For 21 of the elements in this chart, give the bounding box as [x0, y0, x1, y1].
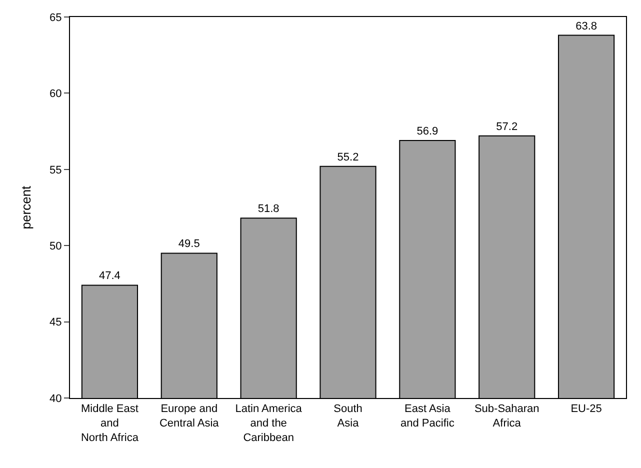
data-label: 63.8 — [576, 20, 597, 32]
data-label: 47.4 — [99, 270, 120, 282]
x-tick-label: EU-25 — [570, 403, 602, 416]
x-tick-label: Europe and Central Asia — [159, 403, 220, 430]
data-label: 49.5 — [178, 238, 200, 250]
x-tick-label: South Asia — [334, 403, 362, 430]
y-tick-label: 65 — [50, 12, 62, 24]
x-tick-label: Latin America and the Caribbean — [235, 403, 303, 444]
x-tick-label: Middle East and North Africa — [80, 403, 140, 444]
data-label: 51.8 — [258, 203, 280, 216]
data-label: 55.2 — [337, 151, 359, 164]
x-tick-label: East Asia and Pacific — [400, 403, 455, 430]
y-tick-label: 50 — [50, 240, 62, 252]
y-tick-label: 60 — [50, 88, 62, 100]
y-tick-label: 55 — [50, 164, 62, 176]
y-tick-label: 40 — [50, 392, 62, 405]
y-axis-title: percent — [18, 185, 34, 230]
data-label: 56.9 — [416, 125, 438, 138]
x-tick-label: Sub-Saharan Africa — [474, 403, 540, 430]
data-label: 57.2 — [496, 120, 518, 133]
y-tick-label: 45 — [50, 316, 62, 329]
